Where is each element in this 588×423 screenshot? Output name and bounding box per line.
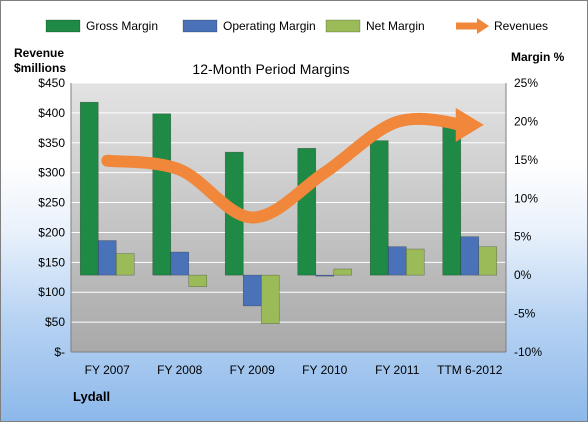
left-tick-label: $50 (45, 315, 65, 329)
left-tick-label: $100 (38, 285, 65, 299)
legend-label: Revenues (494, 19, 548, 33)
right-tick-label: 20% (514, 114, 538, 128)
left-tick-label: $- (54, 345, 65, 359)
legend-item: Net Margin (325, 19, 425, 33)
bar-operating-margin-0 (97, 240, 117, 276)
right-tick-label: 25% (514, 76, 538, 90)
bar-gross-margin-5 (442, 121, 462, 276)
revenue-line (101, 107, 484, 224)
left-axis-title-line1: Revenue (14, 46, 64, 60)
left-tick-label: $200 (38, 225, 65, 239)
bar-gross-margin-3 (297, 148, 317, 276)
bar-operating-margin-5 (460, 236, 480, 276)
legend-swatch (182, 19, 218, 33)
legend-swatch (325, 19, 361, 33)
x-tick-label: TTM 6-2012 (437, 363, 503, 377)
bar-net-margin-2 (260, 274, 280, 324)
bar-gross-margin-0 (79, 101, 99, 276)
right-tick-label: -5% (514, 307, 536, 321)
chart-title: 12-Month Period Margins (192, 61, 349, 77)
x-tick-label: FY 2011 (375, 363, 420, 377)
left-tick-label: $300 (38, 166, 65, 180)
x-tick-label: FY 2010 (302, 363, 347, 377)
right-tick-label: 0% (514, 268, 532, 282)
legend-item: Operating Margin (182, 19, 316, 33)
bar-gross-margin-1 (152, 113, 172, 276)
revenue-arrow-head (455, 107, 484, 142)
right-tick-label: 10% (514, 191, 538, 205)
left-axis-title-line2: $millions (14, 61, 66, 75)
right-tick-label: 15% (514, 153, 538, 167)
left-tick-label: $350 (38, 136, 65, 150)
bar-net-margin-5 (478, 246, 498, 276)
x-tick-label: FY 2008 (157, 363, 202, 377)
legend-swatch-arrow (477, 18, 489, 34)
left-tick-label: $450 (38, 76, 65, 90)
legend-item: Revenues (456, 18, 548, 34)
bar-net-margin-1 (188, 274, 208, 287)
left-tick-label: $250 (38, 196, 65, 210)
bar-net-margin-0 (115, 253, 135, 276)
bar-series (79, 101, 498, 324)
bar-operating-margin-1 (170, 251, 190, 276)
x-tick-label: FY 2009 (230, 363, 275, 377)
legend: Gross Margin Operating Margin Net Margin Re… (45, 18, 548, 34)
bar-net-margin-3 (333, 268, 353, 276)
right-axis-title: Margin % (511, 50, 565, 64)
plot-area (71, 83, 506, 352)
x-tick-label: FY 2007 (85, 363, 130, 377)
legend-item: Gross Margin (45, 19, 158, 33)
left-tick-label: $150 (38, 255, 65, 269)
legend-label: Operating Margin (223, 19, 316, 33)
right-tick-label: 5% (514, 230, 532, 244)
bar-gross-margin-4 (369, 140, 389, 276)
axes: $- $50 $100 $150 $200 $250 $300 $350 $400 $450 -10… (38, 76, 542, 377)
legend-label: Net Margin (366, 19, 425, 33)
bar-net-margin-4 (405, 248, 425, 276)
bar-operating-margin-3 (315, 274, 335, 277)
bar-operating-margin-4 (387, 246, 407, 276)
revenue-line-path (101, 112, 466, 224)
legend-swatch (45, 19, 81, 33)
company-label: Lydall (73, 389, 110, 404)
bar-operating-margin-2 (242, 274, 262, 307)
left-tick-label: $400 (38, 106, 65, 120)
right-tick-label: -10% (514, 345, 542, 359)
legend-label: Gross Margin (86, 19, 158, 33)
